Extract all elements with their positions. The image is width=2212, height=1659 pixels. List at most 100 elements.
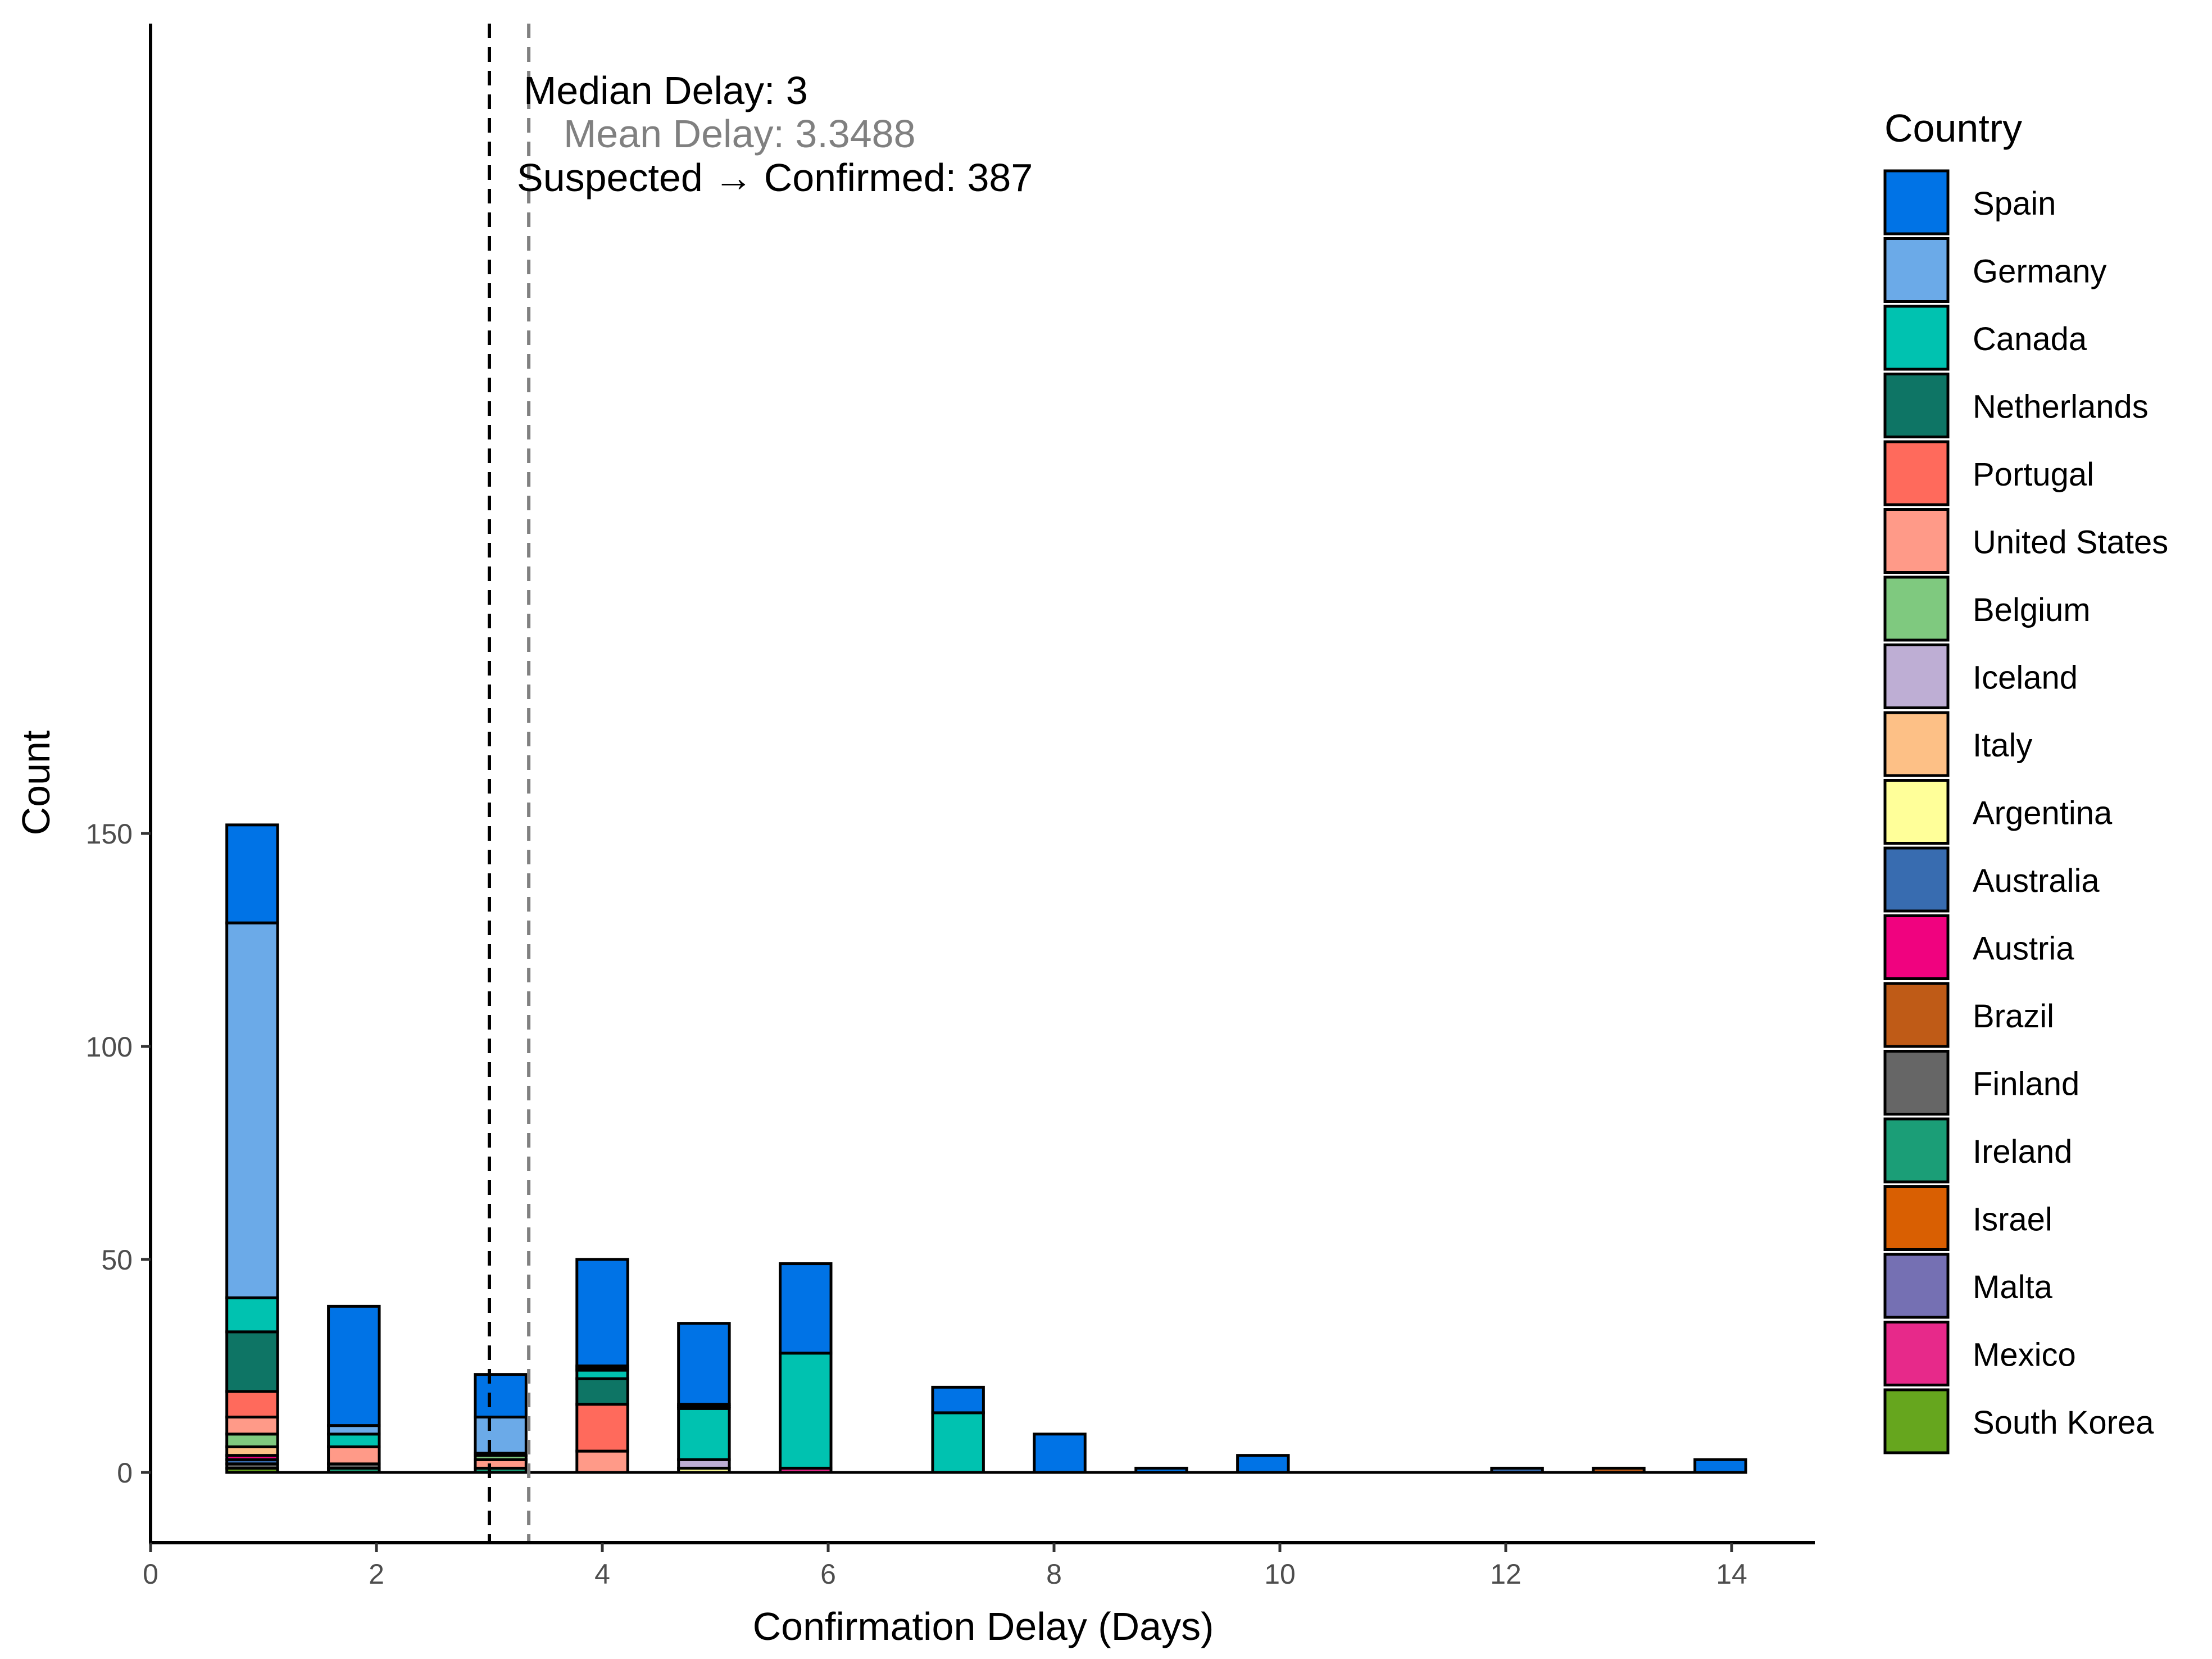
legend-label: Austria bbox=[1973, 931, 2074, 967]
legend-swatch bbox=[1883, 1253, 1950, 1319]
legend-label: Belgium bbox=[1973, 592, 2091, 628]
bar-stack bbox=[1134, 1466, 1188, 1474]
bar-stack bbox=[225, 823, 279, 1474]
legend-swatch bbox=[1883, 711, 1950, 777]
legend-swatch bbox=[1883, 1388, 1950, 1454]
legend-label: Spain bbox=[1973, 185, 2056, 222]
legend-item-germany: Germany bbox=[1883, 237, 2107, 303]
y-tick-label: 150 bbox=[86, 818, 133, 850]
bar-stack bbox=[575, 1258, 629, 1474]
legend-swatch bbox=[1883, 169, 1950, 235]
legend-swatch bbox=[1883, 1185, 1950, 1251]
legend-label: United States bbox=[1973, 524, 2168, 561]
legend-swatch bbox=[1883, 914, 1950, 980]
legend-label: Ireland bbox=[1973, 1134, 2072, 1170]
count-annotation: Suspected → Confirmed: 387 bbox=[517, 156, 1033, 200]
x-tick-label: 10 bbox=[1264, 1558, 1296, 1590]
bar-stack bbox=[1236, 1454, 1290, 1474]
legend-label: Australia bbox=[1973, 863, 2100, 899]
bar-segment-belgium bbox=[225, 1433, 279, 1449]
y-tick-label: 100 bbox=[86, 1031, 133, 1063]
legend-item-brazil: Brazil bbox=[1883, 982, 2054, 1048]
bar-stack bbox=[1592, 1466, 1646, 1474]
legend-swatch bbox=[1883, 1050, 1950, 1116]
bar-segment-united-states bbox=[225, 1415, 279, 1436]
bar-stack bbox=[1693, 1458, 1747, 1474]
bar-stack bbox=[327, 1304, 381, 1474]
bar-segment-germany bbox=[474, 1415, 528, 1455]
y-axis-title: Count bbox=[14, 731, 58, 836]
legend-title: Country bbox=[1884, 106, 2022, 150]
legend-swatch bbox=[1883, 508, 1950, 574]
legend-item-austria: Austria bbox=[1883, 914, 2074, 980]
bar-segment-united-states bbox=[327, 1445, 381, 1466]
legend-swatch bbox=[1883, 982, 1950, 1048]
bar-segment-spain bbox=[1236, 1454, 1290, 1474]
x-axis-title: Confirmation Delay (Days) bbox=[753, 1604, 1214, 1648]
legend-item-iceland: Iceland bbox=[1883, 643, 2078, 709]
legend-label: Netherlands bbox=[1973, 389, 2149, 425]
median-annotation: Median Delay: 3 bbox=[524, 69, 808, 112]
bar-segment-canada bbox=[779, 1352, 833, 1470]
reference-lines bbox=[488, 24, 531, 1543]
bar-stack bbox=[1490, 1466, 1544, 1474]
bar-stack bbox=[931, 1385, 985, 1474]
bar-segment-spain bbox=[677, 1322, 731, 1406]
legend-label: Brazil bbox=[1973, 998, 2054, 1035]
y-tick-label: 50 bbox=[101, 1244, 133, 1276]
legend-label: Portugal bbox=[1973, 456, 2094, 493]
legend-item-israel: Israel bbox=[1883, 1185, 2052, 1251]
ticks: 0 2 4 6 8 10 12 14 0 50 100 150 bbox=[86, 818, 1747, 1590]
bar-segment-canada bbox=[677, 1407, 731, 1461]
x-tick-label: 4 bbox=[594, 1558, 610, 1590]
legend-swatch bbox=[1883, 1117, 1950, 1184]
bar-segment-canada bbox=[327, 1433, 381, 1449]
legend-item-belgium: Belgium bbox=[1883, 575, 2091, 642]
bar-segment-brazil bbox=[1592, 1466, 1646, 1474]
bar-stack bbox=[779, 1262, 833, 1474]
legend-swatch bbox=[1883, 1321, 1950, 1386]
bar-segment-spain bbox=[931, 1385, 985, 1415]
bar-segment-united-states bbox=[575, 1449, 629, 1474]
bar-segment-spain bbox=[474, 1373, 528, 1418]
legend-item-mexico: Mexico bbox=[1883, 1321, 2076, 1386]
legend-item-united-states: United States bbox=[1883, 508, 2168, 574]
legend-swatch bbox=[1883, 440, 1950, 506]
legend-item-argentina: Argentina bbox=[1883, 779, 2113, 845]
mean-annotation: Mean Delay: 3.3488 bbox=[564, 112, 916, 156]
x-tick-label: 8 bbox=[1046, 1558, 1062, 1590]
bar-segment-spain bbox=[575, 1258, 629, 1367]
bar-segment-spain bbox=[225, 823, 279, 924]
x-tick-label: 12 bbox=[1490, 1558, 1521, 1590]
x-tick-label: 6 bbox=[820, 1558, 836, 1590]
bar-segment-australia bbox=[1490, 1466, 1544, 1474]
legend-item-south-korea: South Korea bbox=[1883, 1388, 2154, 1454]
bar-segment-canada bbox=[225, 1296, 279, 1334]
legend-swatch bbox=[1883, 575, 1950, 642]
legend-swatch bbox=[1883, 305, 1950, 371]
legend: Country Spain Germany Canada Netherlands Por… bbox=[1883, 106, 2168, 1454]
bar-segment-spain bbox=[779, 1262, 833, 1355]
legend-swatch bbox=[1883, 779, 1950, 845]
x-tick-label: 14 bbox=[1716, 1558, 1747, 1590]
legend-label: Germany bbox=[1973, 253, 2107, 290]
legend-label: Argentina bbox=[1973, 795, 2113, 832]
bar-segment-spain bbox=[327, 1304, 381, 1427]
annotations: Median Delay: 3 Mean Delay: 3.3488 Suspe… bbox=[517, 69, 1033, 200]
bar-segment-spain bbox=[1033, 1433, 1087, 1474]
bar-segment-spain bbox=[1134, 1466, 1188, 1474]
legend-item-finland: Finland bbox=[1883, 1050, 2079, 1116]
legend-label: South Korea bbox=[1973, 1404, 2154, 1441]
bars-layer bbox=[225, 823, 1747, 1474]
legend-label: Mexico bbox=[1973, 1337, 2076, 1374]
legend-swatch bbox=[1883, 237, 1950, 303]
legend-item-ireland: Ireland bbox=[1883, 1117, 2072, 1184]
legend-item-netherlands: Netherlands bbox=[1883, 373, 2149, 438]
legend-label: Italy bbox=[1973, 727, 2032, 764]
bar-segment-canada bbox=[931, 1411, 985, 1474]
bar-segment-portugal bbox=[225, 1390, 279, 1418]
bar-stack bbox=[474, 1373, 528, 1474]
bar-stack bbox=[1033, 1433, 1087, 1474]
bar-segment-netherlands bbox=[225, 1330, 279, 1393]
